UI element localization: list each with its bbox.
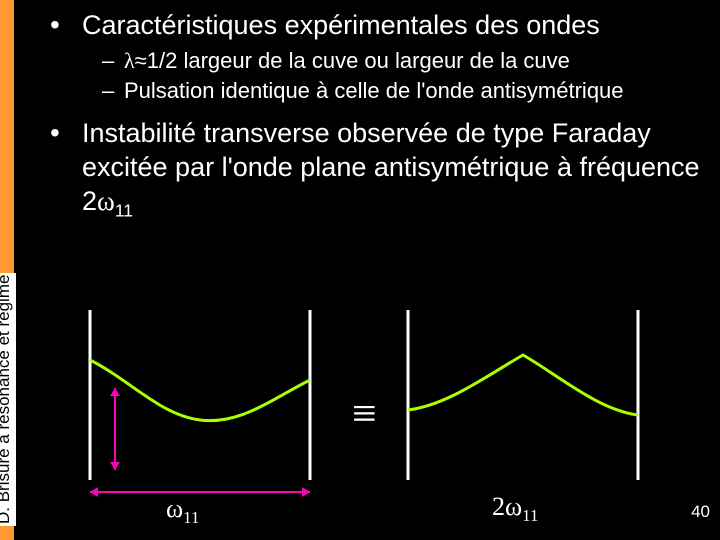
freq-label-right: 2ω11 [492,492,538,526]
sub-text-2: Pulsation identique à celle de l'onde an… [124,76,624,106]
bullet-2-title: Instabilité transverse observée de type … [82,116,710,227]
arrow-v-head1 [110,388,120,396]
bullet-2: • Instabilité transverse observée de typ… [50,116,710,227]
curve-right [408,355,638,415]
omega-symbol: ω [166,494,183,523]
slide-content: • Caractéristiques expérimentales des on… [50,8,710,231]
omega-symbol: ω [505,492,522,521]
sub-item: – Pulsation identique à celle de l'onde … [102,76,710,106]
arrow-v-head2 [110,462,120,470]
omega-subscript: 11 [115,200,133,220]
freq-prefix: 2 [492,492,505,521]
bullet-2-prefix: Instabilité transverse observée de type … [82,118,700,216]
dash-icon: – [102,46,124,76]
omega-subscript: 11 [522,506,538,525]
arrow-h-head1 [90,487,98,497]
sub-item: – λ≈1/2 largeur de la cuve ou largeur de… [102,46,710,76]
freq-label-left: ω11 [166,494,199,528]
bullet-dot: • [50,116,82,150]
panel-left [90,310,310,497]
omega-symbol: ω [97,186,115,216]
sub-text-1: λ≈1/2 largeur de la cuve ou largeur de l… [124,46,570,76]
page-number: 40 [691,502,710,522]
omega-subscript: 11 [183,508,199,527]
bullet-1: • Caractéristiques expérimentales des on… [50,8,710,42]
bullet-1-subs: – λ≈1/2 largeur de la cuve ou largeur de… [102,46,710,106]
panel-right [408,310,638,480]
curve-left [90,360,310,421]
bullet-1-title: Caractéristiques expérimentales des onde… [82,8,600,42]
diagram-area: ≡ ω11 2ω11 [60,310,700,530]
dash-icon: – [102,76,124,106]
arrow-h-head2 [302,487,310,497]
diagram-svg [60,310,700,530]
bullet-dot: • [50,8,82,42]
equiv-symbol: ≡ [352,388,377,439]
sidebar-label: D. Brisure à résonance et régime [0,273,16,526]
